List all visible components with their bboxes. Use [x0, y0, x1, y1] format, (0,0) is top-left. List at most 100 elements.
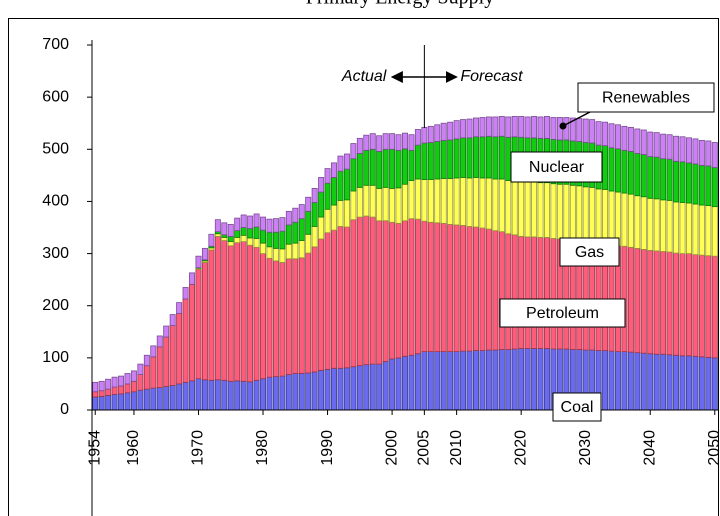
bar-segment: [640, 129, 647, 155]
bar-segment: [647, 197, 654, 251]
bar-segment: [531, 236, 538, 349]
legend-label: Petroleum: [526, 305, 599, 322]
bar-segment: [298, 204, 305, 220]
bar-segment: [434, 141, 441, 180]
bar-segment: [402, 132, 408, 150]
bar-segment: [569, 117, 576, 142]
bar-segment: [182, 298, 189, 383]
bar-segment: [685, 137, 692, 164]
bar-segment: [221, 222, 228, 236]
annotation: Forecast: [460, 68, 523, 85]
bar-segment: [389, 187, 396, 223]
bar-segment: [150, 387, 157, 411]
bar-segment: [208, 379, 215, 411]
bar-segment: [350, 366, 357, 411]
bar-segment: [434, 178, 441, 224]
bar-segment: [621, 351, 628, 411]
x-tick-label: 1970: [190, 430, 207, 466]
bar-segment: [640, 352, 647, 411]
bar-segment: [382, 220, 389, 362]
bar-segment: [692, 203, 699, 256]
bar-segment: [705, 356, 712, 411]
bar-segment: [389, 148, 396, 189]
bar-segment: [563, 183, 570, 240]
bar-segment: [350, 143, 357, 160]
bar-segment: [627, 126, 634, 152]
bar-segment: [427, 351, 434, 411]
bar-segment: [537, 116, 544, 139]
bar-segment: [492, 136, 499, 180]
bar-segment: [253, 379, 260, 411]
bar-segment: [189, 283, 196, 382]
bar-segment: [292, 221, 299, 244]
bar-segment: [260, 242, 267, 254]
bar-segment: [685, 202, 692, 254]
bar-segment: [118, 385, 125, 395]
bar-segment: [614, 351, 621, 411]
bar-segment: [608, 147, 615, 192]
bar-segment: [673, 252, 680, 356]
legend-label: Coal: [561, 399, 594, 416]
bar-segment: [666, 134, 673, 160]
bar-segment: [260, 253, 267, 380]
bar-segment: [285, 243, 292, 260]
bar-segment: [156, 335, 163, 348]
bar-segment: [711, 167, 718, 208]
bar-segment: [195, 255, 202, 269]
bar-segment: [627, 193, 634, 248]
bar-segment: [473, 350, 479, 411]
bar-segment: [524, 348, 531, 411]
bar-segment: [227, 223, 234, 237]
bar-segment: [137, 363, 144, 375]
bar-segment: [408, 218, 415, 356]
bar-segment: [253, 226, 260, 239]
bar-segment: [627, 246, 634, 353]
bar-segment: [498, 116, 505, 137]
bar-segment: [524, 181, 531, 238]
bar-segment: [350, 158, 357, 192]
bar-segment: [685, 355, 692, 411]
x-tick-label: 2010: [448, 430, 465, 466]
bar-segment: [511, 116, 518, 138]
bar-segment: [673, 201, 680, 254]
y-tick-label: 200: [42, 297, 69, 314]
bar-segment: [369, 184, 376, 218]
legend-label: Nuclear: [529, 159, 585, 176]
bar-segment: [640, 154, 647, 198]
bar-segment: [92, 391, 99, 398]
bar-segment: [176, 302, 183, 314]
bar-segment: [698, 254, 705, 358]
bar-segment: [143, 354, 150, 367]
bar-segment: [414, 144, 421, 180]
bar-segment: [473, 136, 479, 178]
bar-segment: [324, 182, 331, 210]
bar-segment: [369, 216, 376, 365]
bar-segment: [627, 351, 634, 411]
bar-segment: [272, 260, 279, 378]
bar-segment: [621, 192, 628, 247]
bar-segment: [389, 221, 396, 360]
bar-segment: [195, 378, 202, 411]
bar-segment: [524, 236, 531, 349]
x-tick-label: 1960: [125, 430, 142, 466]
bar-segment: [698, 204, 705, 256]
bar-segment: [343, 199, 350, 228]
bar-segment: [485, 177, 492, 230]
bar-segment: [692, 138, 699, 165]
bar-segment: [582, 186, 589, 242]
bar-segment: [331, 367, 337, 411]
bar-segment: [305, 252, 312, 374]
bar-segment: [221, 240, 228, 381]
bar-segment: [253, 238, 260, 248]
bar-segment: [298, 257, 305, 374]
bar-segment: [279, 248, 286, 263]
bar-segment: [408, 180, 415, 220]
bar-segment: [324, 208, 331, 234]
legend-box: [499, 298, 626, 328]
bar-segment: [698, 165, 705, 206]
bar-segment: [711, 206, 718, 257]
bar-segment: [492, 230, 499, 351]
bar-segment: [653, 250, 660, 355]
bar-segment: [92, 396, 99, 411]
